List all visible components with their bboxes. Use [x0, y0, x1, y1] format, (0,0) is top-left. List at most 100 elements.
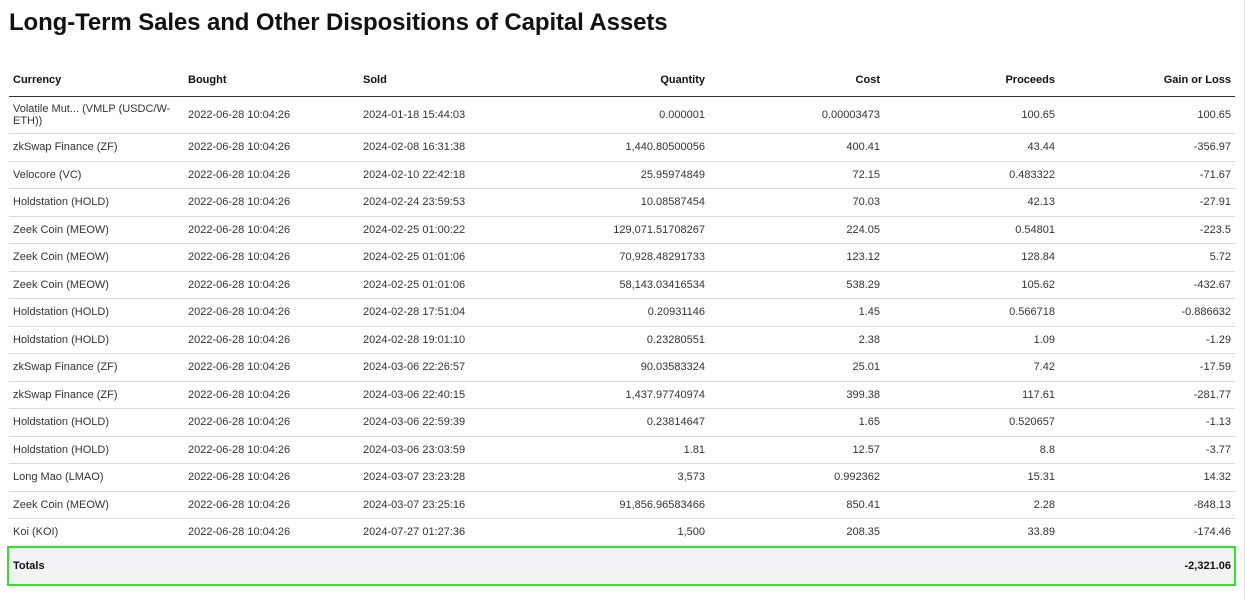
table-row: Zeek Coin (MEOW) 2022-06-28 10:04:26 2024-… — [9, 491, 1235, 519]
cell-gain-or-loss: -174.46 — [1059, 518, 1235, 547]
cell-cost: 0.992362 — [709, 463, 884, 492]
table-row: Koi (KOI) 2022-06-28 10:04:26 2024-07-27 0… — [9, 518, 1235, 547]
cell-sold: 2024-02-25 01:00:22 — [359, 216, 534, 244]
column-header-cost[interactable]: Cost — [709, 64, 884, 97]
cell-proceeds: 0.483322 — [884, 161, 1059, 189]
cell-gain-or-loss: -848.13 — [1059, 491, 1235, 519]
cell-gain-or-loss: -1.29 — [1059, 326, 1235, 354]
cell-proceeds: 8.8 — [884, 436, 1059, 464]
cell-sold: 2024-01-18 15:44:03 — [359, 96, 534, 134]
cell-cost: 1.45 — [709, 298, 884, 327]
cell-currency: zkSwap Finance (ZF) — [9, 133, 184, 162]
cell-gain-or-loss: -281.77 — [1059, 381, 1235, 409]
cell-quantity: 1,437.97740974 — [534, 381, 709, 409]
cell-sold: 2024-07-27 01:27:36 — [359, 518, 534, 547]
cell-proceeds: 42.13 — [884, 188, 1059, 217]
cell-gain-or-loss: -223.5 — [1059, 216, 1235, 244]
cell-currency: Velocore (VC) — [9, 161, 184, 189]
cell-bought: 2022-06-28 10:04:26 — [184, 96, 359, 134]
cell-proceeds: 117.61 — [884, 381, 1059, 409]
cell-quantity: 1,500 — [534, 518, 709, 547]
column-header-gain-or-loss[interactable]: Gain or Loss — [1059, 64, 1235, 97]
cell-bought: 2022-06-28 10:04:26 — [184, 518, 359, 547]
cell-cost: 25.01 — [709, 353, 884, 382]
column-header-quantity[interactable]: Quantity — [534, 64, 709, 97]
table-header-row: Currency Bought Sold Quantity Cost Proce… — [9, 64, 1235, 97]
cell-bought: 2022-06-28 10:04:26 — [184, 133, 359, 162]
cell-currency: Zeek Coin (MEOW) — [9, 271, 184, 299]
cell-bought: 2022-06-28 10:04:26 — [184, 188, 359, 217]
cell-gain-or-loss: -1.13 — [1059, 408, 1235, 437]
cell-bought: 2022-06-28 10:04:26 — [184, 243, 359, 272]
cell-cost: 399.38 — [709, 381, 884, 409]
cell-currency: Holdstation (HOLD) — [9, 436, 184, 464]
cell-quantity: 0.000001 — [534, 96, 709, 134]
cell-currency: zkSwap Finance (ZF) — [9, 353, 184, 382]
cell-currency: Koi (KOI) — [9, 518, 184, 547]
column-header-bought[interactable]: Bought — [184, 64, 359, 97]
column-header-currency[interactable]: Currency — [9, 64, 184, 97]
totals-empty-cell — [359, 546, 534, 585]
totals-gain-or-loss: -2,321.06 — [1059, 546, 1235, 585]
cell-gain-or-loss: -0.886632 — [1059, 298, 1235, 327]
cell-quantity: 70,928.48291733 — [534, 243, 709, 272]
table-row: Zeek Coin (MEOW) 2022-06-28 10:04:26 2024-… — [9, 216, 1235, 244]
totals-row: Totals -2,321.06 — [9, 546, 1235, 585]
cell-cost: 224.05 — [709, 216, 884, 244]
cell-bought: 2022-06-28 10:04:26 — [184, 326, 359, 354]
table-row: Holdstation (HOLD) 2022-06-28 10:04:26 202… — [9, 408, 1235, 437]
cell-gain-or-loss: -356.97 — [1059, 133, 1235, 162]
cell-currency: Holdstation (HOLD) — [9, 298, 184, 327]
cell-proceeds: 100.65 — [884, 96, 1059, 134]
column-header-proceeds[interactable]: Proceeds — [884, 64, 1059, 97]
cell-currency: Zeek Coin (MEOW) — [9, 216, 184, 244]
table-row: Zeek Coin (MEOW) 2022-06-28 10:04:26 2024-… — [9, 243, 1235, 272]
table-row: Holdstation (HOLD) 2022-06-28 10:04:26 202… — [9, 298, 1235, 327]
cell-proceeds: 0.566718 — [884, 298, 1059, 327]
totals-empty-cell — [184, 546, 359, 585]
cell-quantity: 3,573 — [534, 463, 709, 492]
totals-label: Totals — [9, 546, 184, 585]
column-header-sold[interactable]: Sold — [359, 64, 534, 97]
cell-sold: 2024-02-28 19:01:10 — [359, 326, 534, 354]
cell-sold: 2024-02-28 17:51:04 — [359, 298, 534, 327]
cell-bought: 2022-06-28 10:04:26 — [184, 298, 359, 327]
cell-currency: Holdstation (HOLD) — [9, 326, 184, 354]
capital-assets-table: Currency Bought Sold Quantity Cost Proce… — [9, 64, 1235, 585]
table-row: Holdstation (HOLD) 2022-06-28 10:04:26 202… — [9, 326, 1235, 354]
cell-sold: 2024-02-24 23:59:53 — [359, 188, 534, 217]
cell-quantity: 0.23814647 — [534, 408, 709, 437]
cell-bought: 2022-06-28 10:04:26 — [184, 436, 359, 464]
cell-cost: 123.12 — [709, 243, 884, 272]
table-row: Holdstation (HOLD) 2022-06-28 10:04:26 202… — [9, 188, 1235, 217]
cell-quantity: 0.23280551 — [534, 326, 709, 354]
totals-empty-cell — [884, 546, 1059, 585]
cell-proceeds: 1.09 — [884, 326, 1059, 354]
cell-sold: 2024-02-08 16:31:38 — [359, 133, 534, 162]
table-row: Long Mao (LMAO) 2022-06-28 10:04:26 2024-0… — [9, 463, 1235, 492]
table-row: zkSwap Finance (ZF) 2022-06-28 10:04:26 20… — [9, 381, 1235, 409]
cell-currency: Zeek Coin (MEOW) — [9, 243, 184, 272]
cell-gain-or-loss: -3.77 — [1059, 436, 1235, 464]
table-row: Holdstation (HOLD) 2022-06-28 10:04:26 202… — [9, 436, 1235, 464]
cell-quantity: 91,856.96583466 — [534, 491, 709, 519]
cell-proceeds: 105.62 — [884, 271, 1059, 299]
cell-sold: 2024-02-25 01:01:06 — [359, 243, 534, 272]
cell-gain-or-loss: -71.67 — [1059, 161, 1235, 189]
cell-bought: 2022-06-28 10:04:26 — [184, 216, 359, 244]
cell-quantity: 58,143.03416534 — [534, 271, 709, 299]
cell-bought: 2022-06-28 10:04:26 — [184, 381, 359, 409]
cell-gain-or-loss: -27.91 — [1059, 188, 1235, 217]
cell-cost: 0.00003473 — [709, 96, 884, 134]
cell-quantity: 25.95974849 — [534, 161, 709, 189]
cell-quantity: 1.81 — [534, 436, 709, 464]
cell-sold: 2024-02-10 22:42:18 — [359, 161, 534, 189]
cell-gain-or-loss: 14.32 — [1059, 463, 1235, 492]
cell-bought: 2022-06-28 10:04:26 — [184, 271, 359, 299]
cell-cost: 70.03 — [709, 188, 884, 217]
cell-bought: 2022-06-28 10:04:26 — [184, 463, 359, 492]
table-row: Volatile Mut... (VMLP (USDC/W-ETH)) 2022-… — [9, 96, 1235, 134]
cell-cost: 2.38 — [709, 326, 884, 354]
table-row: Zeek Coin (MEOW) 2022-06-28 10:04:26 2024-… — [9, 271, 1235, 299]
totals-empty-cell — [534, 546, 709, 585]
